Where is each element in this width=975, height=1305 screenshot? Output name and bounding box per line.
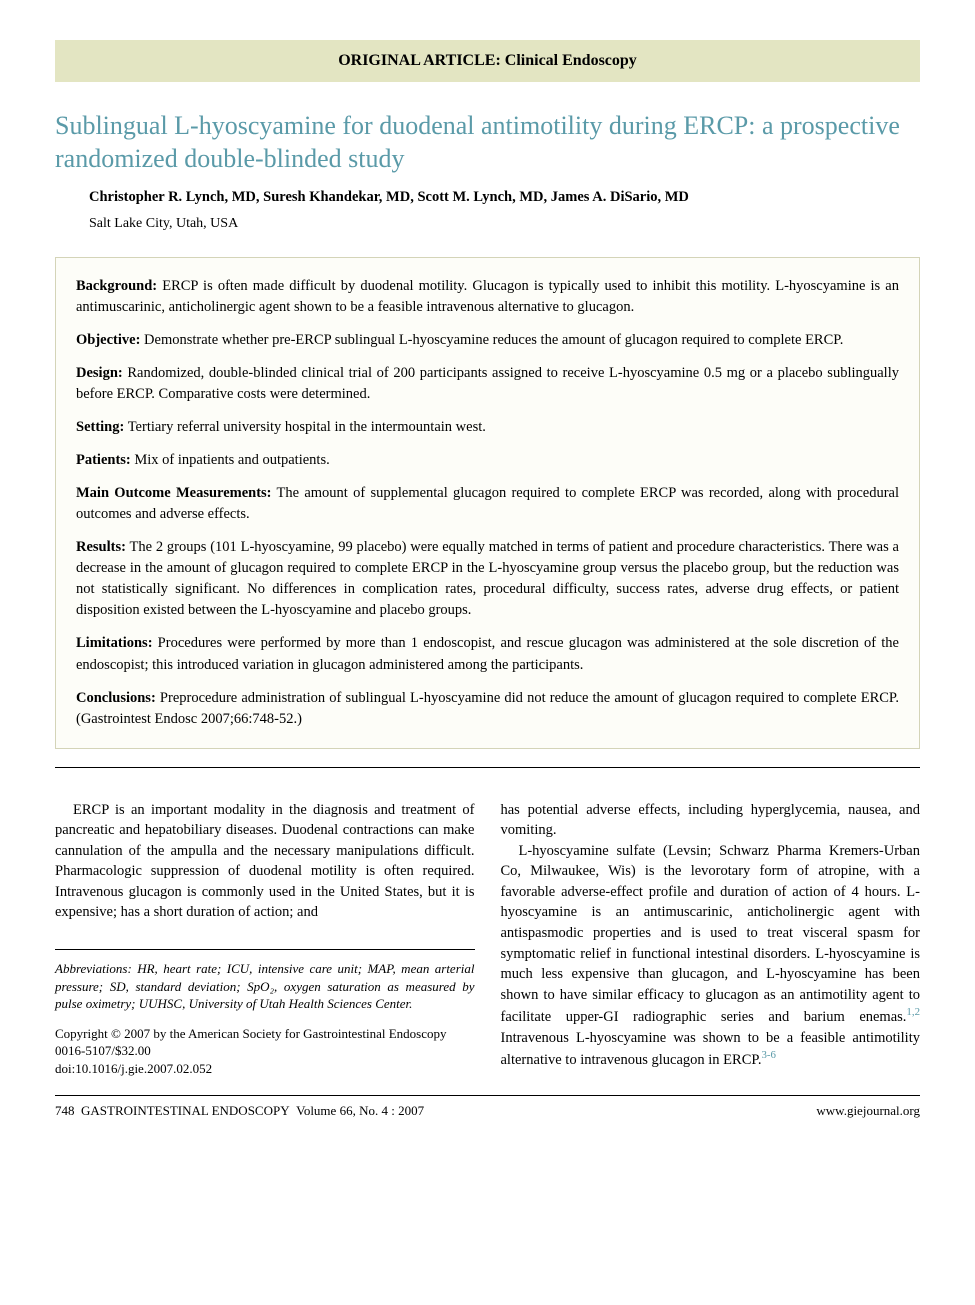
- section-banner: ORIGINAL ARTICLE: Clinical Endoscopy: [55, 40, 920, 82]
- abstract-box: Background: ERCP is often made difficult…: [55, 257, 920, 748]
- copyright-block: Copyright © 2007 by the American Society…: [55, 1025, 475, 1078]
- text-background: ERCP is often made difficult by duodenal…: [76, 278, 899, 315]
- label-setting: Setting:: [76, 419, 124, 435]
- abstract-mainoutcome: Main Outcome Measurements: The amount of…: [76, 483, 899, 525]
- page-footer: 748 GASTROINTESTINAL ENDOSCOPY Volume 66…: [55, 1102, 920, 1120]
- copyright-line1: Copyright © 2007 by the American Society…: [55, 1025, 475, 1043]
- journal-name: GASTROINTESTINAL ENDOSCOPY: [81, 1103, 290, 1118]
- volume-info: Volume 66, No. 4 : 2007: [296, 1103, 424, 1118]
- body-p3-a: L-hyoscyamine sulfate (Levsin; Schwarz P…: [501, 843, 921, 1025]
- footer-left: 748 GASTROINTESTINAL ENDOSCOPY Volume 66…: [55, 1102, 424, 1120]
- text-limitations: Procedures were performed by more than 1…: [76, 635, 899, 672]
- text-conclusions: Preprocedure administration of sublingua…: [76, 690, 899, 727]
- label-background: Background:: [76, 278, 157, 294]
- body-columns: ERCP is an important modality in the dia…: [55, 800, 920, 1078]
- abstract-conclusions: Conclusions: Preprocedure administration…: [76, 688, 899, 730]
- abstract-patients: Patients: Mix of inpatients and outpatie…: [76, 450, 899, 471]
- affiliation: Salt Lake City, Utah, USA: [89, 214, 920, 234]
- copyright-line3: doi:10.1016/j.gie.2007.02.052: [55, 1060, 475, 1078]
- abstract-results: Results: The 2 groups (101 L-hyoscyamine…: [76, 537, 899, 621]
- footer-right: www.giejournal.org: [816, 1102, 920, 1120]
- abbreviations: Abbreviations: HR, heart rate; ICU, inte…: [55, 949, 475, 1013]
- copyright-line2: 0016-5107/$32.00: [55, 1042, 475, 1060]
- text-results: The 2 groups (101 L-hyoscyamine, 99 plac…: [76, 539, 899, 618]
- label-design: Design:: [76, 365, 123, 381]
- body-paragraph-3: L-hyoscyamine sulfate (Levsin; Schwarz P…: [501, 841, 921, 1071]
- column-right: has potential adverse effects, including…: [501, 800, 921, 1078]
- label-objective: Objective:: [76, 332, 140, 348]
- column-left: ERCP is an important modality in the dia…: [55, 800, 475, 1078]
- body-paragraph-1: ERCP is an important modality in the dia…: [55, 800, 475, 923]
- text-patients: Mix of inpatients and outpatients.: [131, 452, 330, 468]
- abstract-objective: Objective: Demonstrate whether pre-ERCP …: [76, 330, 899, 351]
- citation-ref-2[interactable]: 3-6: [761, 1049, 775, 1061]
- abstract-background: Background: ERCP is often made difficult…: [76, 276, 899, 318]
- text-setting: Tertiary referral university hospital in…: [124, 419, 486, 435]
- article-title: Sublingual L-hyoscyamine for duodenal an…: [55, 110, 920, 175]
- abstract-design: Design: Randomized, double-blinded clini…: [76, 363, 899, 405]
- text-objective: Demonstrate whether pre-ERCP sublingual …: [140, 332, 843, 348]
- authors: Christopher R. Lynch, MD, Suresh Khandek…: [89, 187, 920, 207]
- label-mainoutcome: Main Outcome Measurements:: [76, 485, 272, 501]
- abstract-limitations: Limitations: Procedures were performed b…: [76, 633, 899, 675]
- citation-ref-1[interactable]: 1,2: [906, 1006, 920, 1018]
- page-number: 748: [55, 1103, 75, 1118]
- label-conclusions: Conclusions:: [76, 690, 156, 706]
- footer-divider: [55, 1095, 920, 1096]
- label-patients: Patients:: [76, 452, 131, 468]
- divider: [55, 767, 920, 768]
- label-limitations: Limitations:: [76, 635, 153, 651]
- label-results: Results:: [76, 539, 126, 555]
- text-design: Randomized, double-blinded clinical tria…: [76, 365, 899, 402]
- body-paragraph-2: has potential adverse effects, including…: [501, 800, 921, 841]
- abstract-setting: Setting: Tertiary referral university ho…: [76, 417, 899, 438]
- body-p3-b: Intravenous L-hyoscyamine was shown to b…: [501, 1030, 921, 1068]
